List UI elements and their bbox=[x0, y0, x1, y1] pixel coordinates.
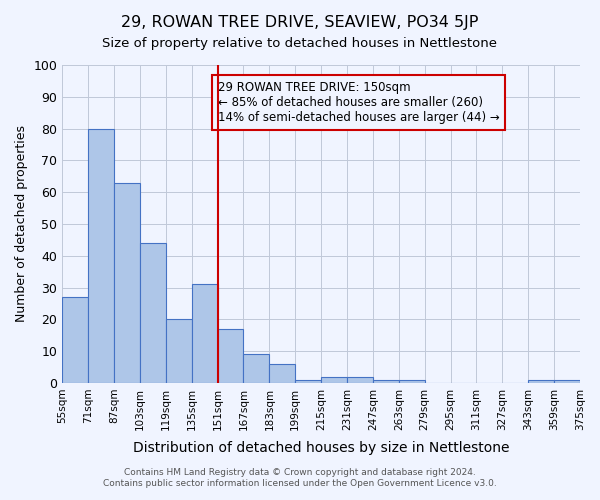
Bar bbox=[347, 376, 373, 383]
X-axis label: Distribution of detached houses by size in Nettlestone: Distribution of detached houses by size … bbox=[133, 441, 509, 455]
Bar bbox=[218, 329, 244, 383]
Bar bbox=[244, 354, 269, 383]
Bar bbox=[269, 364, 295, 383]
Bar bbox=[192, 284, 218, 383]
Bar bbox=[295, 380, 321, 383]
Bar bbox=[88, 128, 114, 383]
Bar bbox=[140, 243, 166, 383]
Bar bbox=[554, 380, 580, 383]
Bar bbox=[528, 380, 554, 383]
Bar bbox=[62, 297, 88, 383]
Bar bbox=[373, 380, 399, 383]
Y-axis label: Number of detached properties: Number of detached properties bbox=[15, 126, 28, 322]
Text: Contains HM Land Registry data © Crown copyright and database right 2024.
Contai: Contains HM Land Registry data © Crown c… bbox=[103, 468, 497, 487]
Text: 29, ROWAN TREE DRIVE, SEAVIEW, PO34 5JP: 29, ROWAN TREE DRIVE, SEAVIEW, PO34 5JP bbox=[121, 15, 479, 30]
Text: Size of property relative to detached houses in Nettlestone: Size of property relative to detached ho… bbox=[103, 38, 497, 51]
Text: 29 ROWAN TREE DRIVE: 150sqm
← 85% of detached houses are smaller (260)
14% of se: 29 ROWAN TREE DRIVE: 150sqm ← 85% of det… bbox=[218, 81, 499, 124]
Bar bbox=[114, 182, 140, 383]
Bar bbox=[399, 380, 425, 383]
Bar bbox=[321, 376, 347, 383]
Bar bbox=[166, 320, 192, 383]
